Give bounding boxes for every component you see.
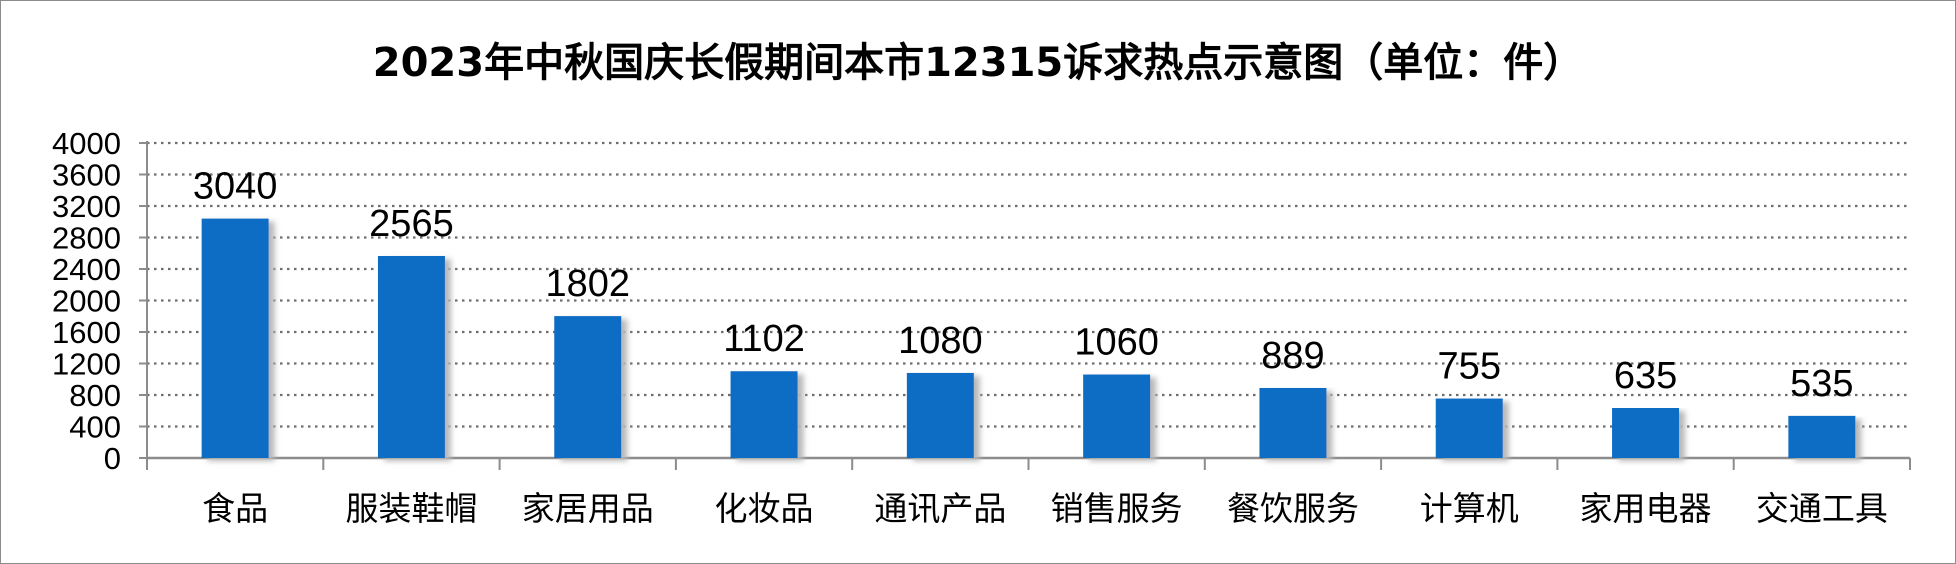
data-label-1: 3040 bbox=[193, 166, 278, 208]
data-label-5: 1080 bbox=[898, 320, 983, 362]
y-tick-label: 1200 bbox=[52, 347, 121, 382]
bars bbox=[201, 218, 1856, 458]
category-label-2: 服装鞋帽 bbox=[345, 489, 477, 528]
data-label-8: 755 bbox=[1438, 346, 1501, 388]
y-tick-label: 4000 bbox=[52, 126, 121, 161]
data-label-6: 1060 bbox=[1074, 322, 1159, 364]
y-tick-label: 2000 bbox=[52, 284, 121, 319]
bar-3 bbox=[554, 316, 622, 458]
category-label-1: 食品 bbox=[202, 489, 268, 528]
y-tick-label: 0 bbox=[104, 441, 121, 476]
bar-10 bbox=[1788, 415, 1856, 458]
y-tick-label: 800 bbox=[69, 378, 121, 413]
data-labels: 3040 2565 1802 1102 1080 1060 889 755 635 535 bbox=[193, 166, 1854, 405]
y-tick-label: 3600 bbox=[52, 158, 121, 193]
y-tick-label: 3200 bbox=[52, 189, 121, 224]
category-label-3: 家居用品 bbox=[522, 489, 654, 528]
bar-8 bbox=[1435, 398, 1503, 458]
category-label-4: 化妆品 bbox=[715, 489, 814, 528]
bar-6 bbox=[1083, 374, 1151, 458]
data-label-4: 1102 bbox=[723, 318, 805, 360]
category-label-8: 计算机 bbox=[1420, 489, 1519, 528]
category-label-6: 销售服务 bbox=[1051, 489, 1183, 528]
data-label-9: 635 bbox=[1614, 355, 1677, 397]
category-label-9: 家用电器 bbox=[1580, 489, 1712, 528]
y-tick-label: 1600 bbox=[52, 315, 121, 350]
y-tick-label: 2800 bbox=[52, 221, 121, 256]
data-label-7: 889 bbox=[1261, 335, 1324, 377]
bar-5 bbox=[906, 372, 974, 458]
category-label-5: 通讯产品 bbox=[874, 489, 1006, 528]
x-axis-tick-labels: 食品 服装鞋帽 家居用品 化妆品 通讯产品 销售服务 餐饮服务 计算机 家用电器 交通工具 bbox=[202, 489, 1888, 528]
y-tick-label: 2400 bbox=[52, 252, 121, 287]
data-label-3: 1802 bbox=[545, 263, 630, 305]
bar-4 bbox=[730, 371, 798, 458]
category-label-7: 餐饮服务 bbox=[1227, 489, 1359, 528]
chart-title: 2023年中秋国庆长假期间本市12315诉求热点示意图（单位：件） bbox=[372, 40, 1584, 86]
data-label-10: 535 bbox=[1790, 363, 1853, 405]
bar-9 bbox=[1612, 407, 1680, 458]
y-tick-label: 400 bbox=[69, 410, 121, 445]
bar-2 bbox=[377, 256, 445, 458]
category-label-10: 交通工具 bbox=[1756, 489, 1888, 528]
bar-7 bbox=[1259, 387, 1327, 458]
bar-1 bbox=[201, 218, 269, 458]
data-label-2: 2565 bbox=[369, 203, 454, 245]
